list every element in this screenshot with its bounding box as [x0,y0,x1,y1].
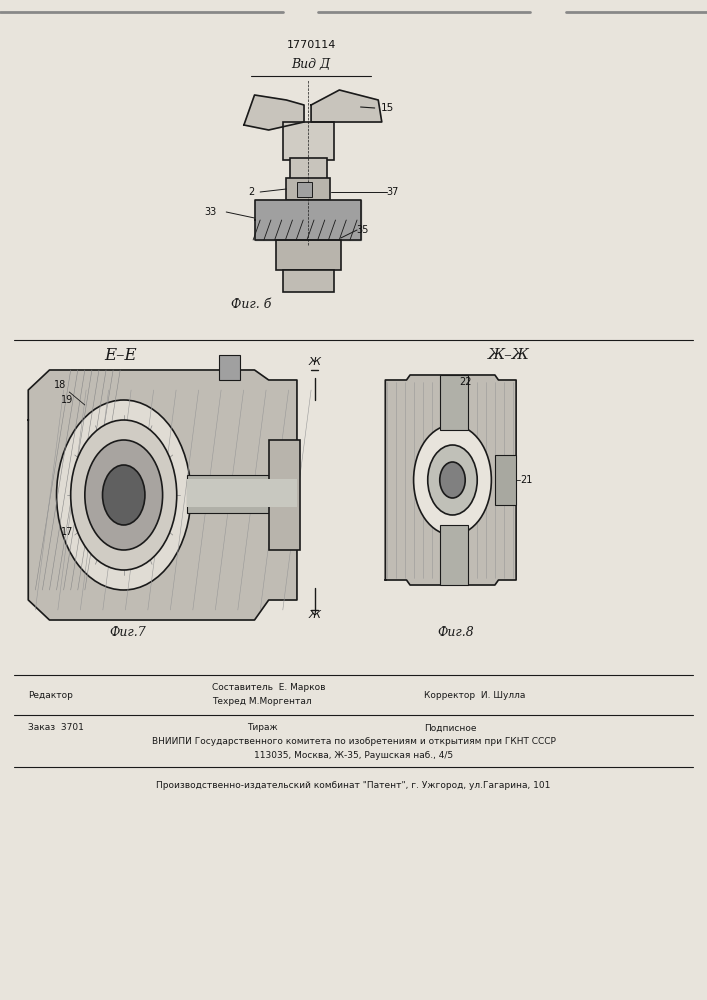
Text: 15: 15 [381,103,394,113]
Text: 22: 22 [459,377,472,387]
Text: Заказ  3701: Заказ 3701 [28,724,84,732]
Bar [440,375,468,430]
Text: 37: 37 [386,187,399,197]
Polygon shape [385,375,516,585]
Bar [269,440,300,550]
Text: Вид Д: Вид Д [291,58,331,72]
Text: Ж: Ж [309,610,320,620]
Text: Фиг.8: Фиг.8 [438,626,474,639]
Bar [219,355,240,380]
Text: 35: 35 [356,225,369,235]
Circle shape [103,465,145,525]
Text: ВНИИПИ Государственного комитета по изобретениям и открытиям при ГКНТ СССР: ВНИИПИ Государственного комитета по изоб… [151,738,556,746]
Bar [283,270,334,292]
Circle shape [57,400,191,590]
Bar [187,479,297,507]
Bar [290,158,327,180]
Polygon shape [311,90,382,122]
Text: Фиг.7: Фиг.7 [109,626,146,639]
Bar [440,525,468,585]
Polygon shape [255,200,361,240]
Text: 18: 18 [54,380,66,390]
Text: Составитель  Е. Марков: Составитель Е. Марков [212,684,326,692]
Circle shape [440,462,465,498]
Text: 2: 2 [248,187,254,197]
Text: 113035, Москва, Ж-35, Раушская наб., 4/5: 113035, Москва, Ж-35, Раушская наб., 4/5 [254,750,453,760]
Text: Ж: Ж [309,357,320,367]
Circle shape [71,420,177,570]
Circle shape [414,425,491,535]
Text: Ж–Ж: Ж–Ж [488,348,530,362]
Circle shape [428,445,477,515]
Text: Фиг. б: Фиг. б [230,298,271,312]
Text: 33: 33 [204,207,217,217]
Text: Редактор: Редактор [28,690,73,700]
Polygon shape [244,95,304,130]
Text: 17: 17 [61,527,74,537]
Text: Корректор  И. Шулла: Корректор И. Шулла [424,690,525,700]
Bar [495,455,516,505]
Bar [283,122,334,160]
Polygon shape [28,370,297,620]
Text: Тираж: Тираж [247,724,278,732]
Text: 1770114: 1770114 [286,40,336,50]
Bar [286,178,330,200]
Circle shape [85,440,163,550]
Bar [187,475,297,513]
Text: Подписное: Подписное [424,724,477,732]
Text: Е–Е: Е–Е [104,347,136,363]
Text: 19: 19 [61,395,74,405]
Bar [276,240,341,270]
Text: 21: 21 [520,475,533,485]
Text: Производственно-издательский комбинат "Патент", г. Ужгород, ул.Гагарина, 101: Производственно-издательский комбинат "П… [156,780,551,790]
Text: Техред М.Моргентал: Техред М.Моргентал [212,698,312,706]
Bar [297,182,312,197]
